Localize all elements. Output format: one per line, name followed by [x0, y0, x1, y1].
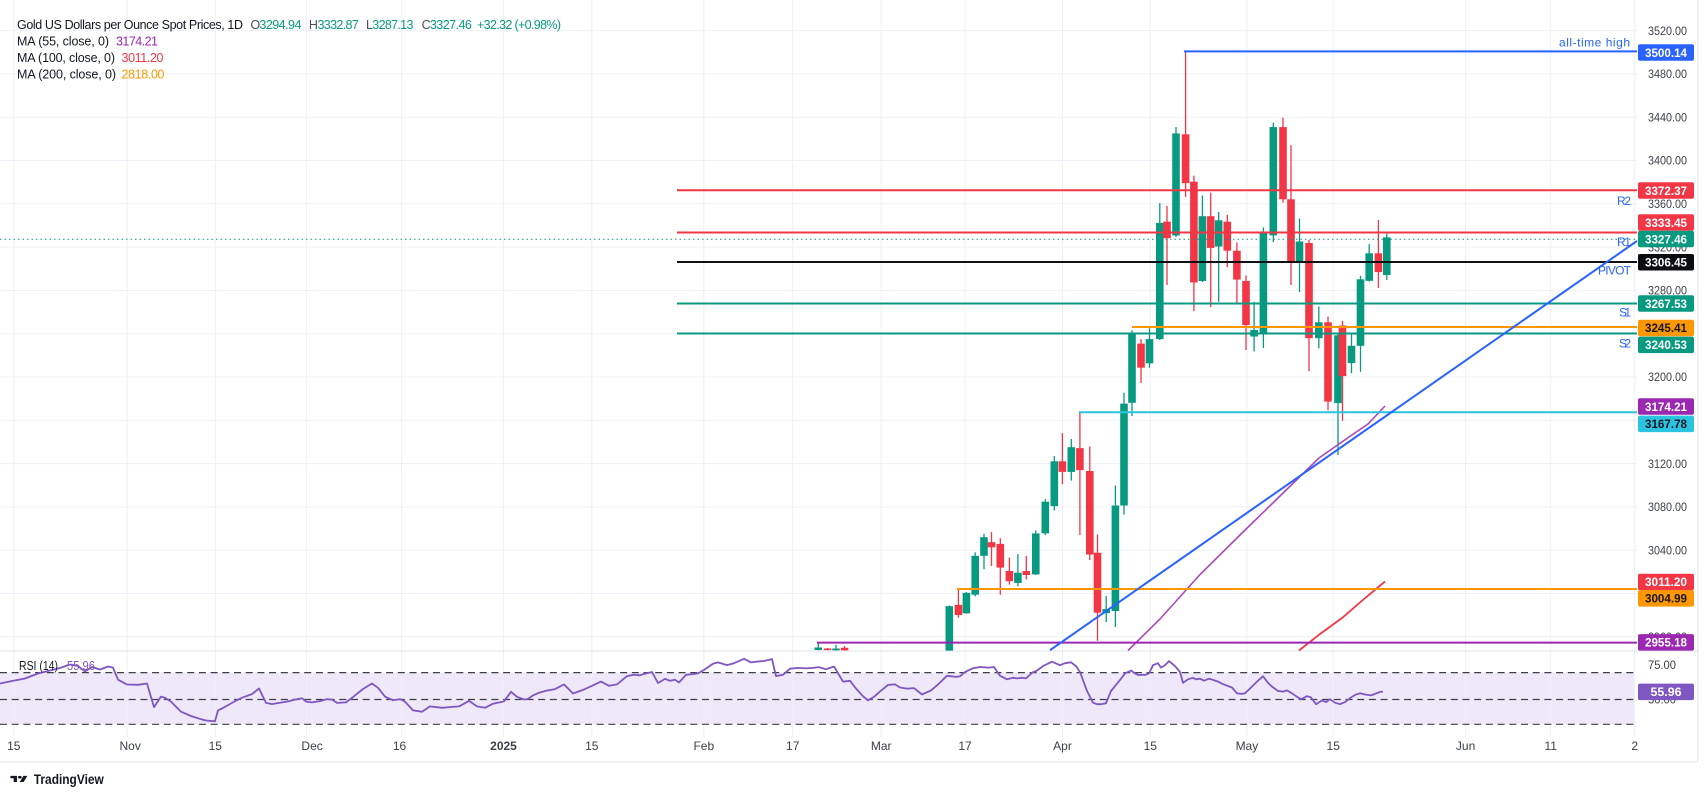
- svg-text:3372.37: 3372.37: [1645, 184, 1687, 198]
- svg-text:Feb: Feb: [693, 739, 714, 753]
- svg-text:3267.53: 3267.53: [1645, 297, 1687, 311]
- svg-text:3327.46: 3327.46: [430, 18, 472, 32]
- svg-text:3011.20: 3011.20: [1645, 575, 1687, 589]
- svg-text:3400.00: 3400.00: [1648, 155, 1687, 168]
- svg-text:2955.18: 2955.18: [1645, 636, 1687, 650]
- svg-text:16: 16: [393, 739, 407, 753]
- svg-text:C: C: [422, 18, 431, 32]
- svg-text:3174.21: 3174.21: [1645, 400, 1687, 414]
- svg-text:O: O: [251, 18, 261, 32]
- svg-text:Jun: Jun: [1456, 739, 1475, 753]
- svg-text:TradingView: TradingView: [34, 772, 104, 787]
- svg-text:+32.32 (+0.98%): +32.32 (+0.98%): [477, 18, 561, 32]
- svg-text:17: 17: [786, 739, 800, 753]
- svg-text:17: 17: [958, 739, 972, 753]
- svg-text:3360.00: 3360.00: [1648, 198, 1687, 211]
- svg-text:3245.41: 3245.41: [1645, 321, 1687, 335]
- svg-text:3333.45: 3333.45: [1645, 216, 1687, 230]
- svg-text:3040.00: 3040.00: [1648, 544, 1687, 557]
- svg-text:3500.14: 3500.14: [1645, 46, 1687, 60]
- svg-text:3327.46: 3327.46: [1645, 232, 1687, 246]
- svg-text:3287.13: 3287.13: [372, 18, 413, 32]
- svg-text:S1: S1: [1619, 306, 1631, 320]
- svg-text:R1: R1: [1617, 235, 1631, 249]
- svg-text:15: 15: [585, 739, 599, 753]
- svg-text:3167.78: 3167.78: [1645, 417, 1687, 431]
- svg-text:2: 2: [1631, 739, 1638, 753]
- svg-text:H: H: [309, 18, 318, 32]
- svg-text:Mar: Mar: [871, 739, 892, 753]
- svg-text:L: L: [366, 18, 373, 32]
- svg-text:2818.00: 2818.00: [122, 68, 165, 82]
- svg-text:R2: R2: [1617, 194, 1631, 208]
- svg-text:Dec: Dec: [301, 739, 322, 753]
- svg-text:3332.87: 3332.87: [318, 18, 359, 32]
- svg-text:3480.00: 3480.00: [1648, 68, 1687, 81]
- svg-text:3200.00: 3200.00: [1648, 371, 1687, 384]
- svg-text:3294.94: 3294.94: [259, 18, 301, 32]
- svg-text:15: 15: [209, 739, 223, 753]
- svg-text:3004.99: 3004.99: [1645, 592, 1687, 606]
- svg-text:15: 15: [7, 739, 21, 753]
- svg-text:3080.00: 3080.00: [1648, 501, 1687, 514]
- svg-text:3440.00: 3440.00: [1648, 111, 1687, 124]
- svg-text:3120.00: 3120.00: [1648, 458, 1687, 471]
- svg-text:May: May: [1236, 739, 1259, 753]
- svg-text:75.00: 75.00: [1648, 659, 1676, 672]
- svg-text:3280.00: 3280.00: [1648, 285, 1687, 298]
- svg-text:3306.45: 3306.45: [1645, 256, 1687, 270]
- svg-text:MA (100, close, 0): MA (100, close, 0): [17, 51, 115, 65]
- svg-text:MA (200, close, 0): MA (200, close, 0): [17, 68, 116, 82]
- svg-text:S2: S2: [1619, 337, 1631, 351]
- svg-text:55.96: 55.96: [1651, 685, 1682, 699]
- svg-text:2025: 2025: [490, 739, 517, 753]
- svg-text:3520.00: 3520.00: [1648, 25, 1687, 38]
- svg-text:3240.53: 3240.53: [1645, 338, 1687, 352]
- svg-text:Nov: Nov: [120, 739, 141, 753]
- svg-text:3011.20: 3011.20: [122, 51, 164, 65]
- svg-text:11: 11: [1544, 739, 1557, 753]
- svg-text:RSI (14): RSI (14): [19, 659, 58, 673]
- svg-text:55.96: 55.96: [67, 659, 95, 673]
- svg-text:PIVOT: PIVOT: [1598, 264, 1632, 278]
- svg-text:3174.21: 3174.21: [116, 35, 158, 49]
- svg-text:15: 15: [1144, 739, 1158, 753]
- svg-text:MA (55, close, 0): MA (55, close, 0): [17, 35, 109, 49]
- svg-text:all-time high: all-time high: [1559, 36, 1630, 50]
- svg-text:15: 15: [1327, 739, 1341, 753]
- svg-text:Gold US Dollars per Ounce Spot: Gold US Dollars per Ounce Spot Prices, 1…: [17, 18, 243, 32]
- svg-text:Apr: Apr: [1053, 739, 1072, 753]
